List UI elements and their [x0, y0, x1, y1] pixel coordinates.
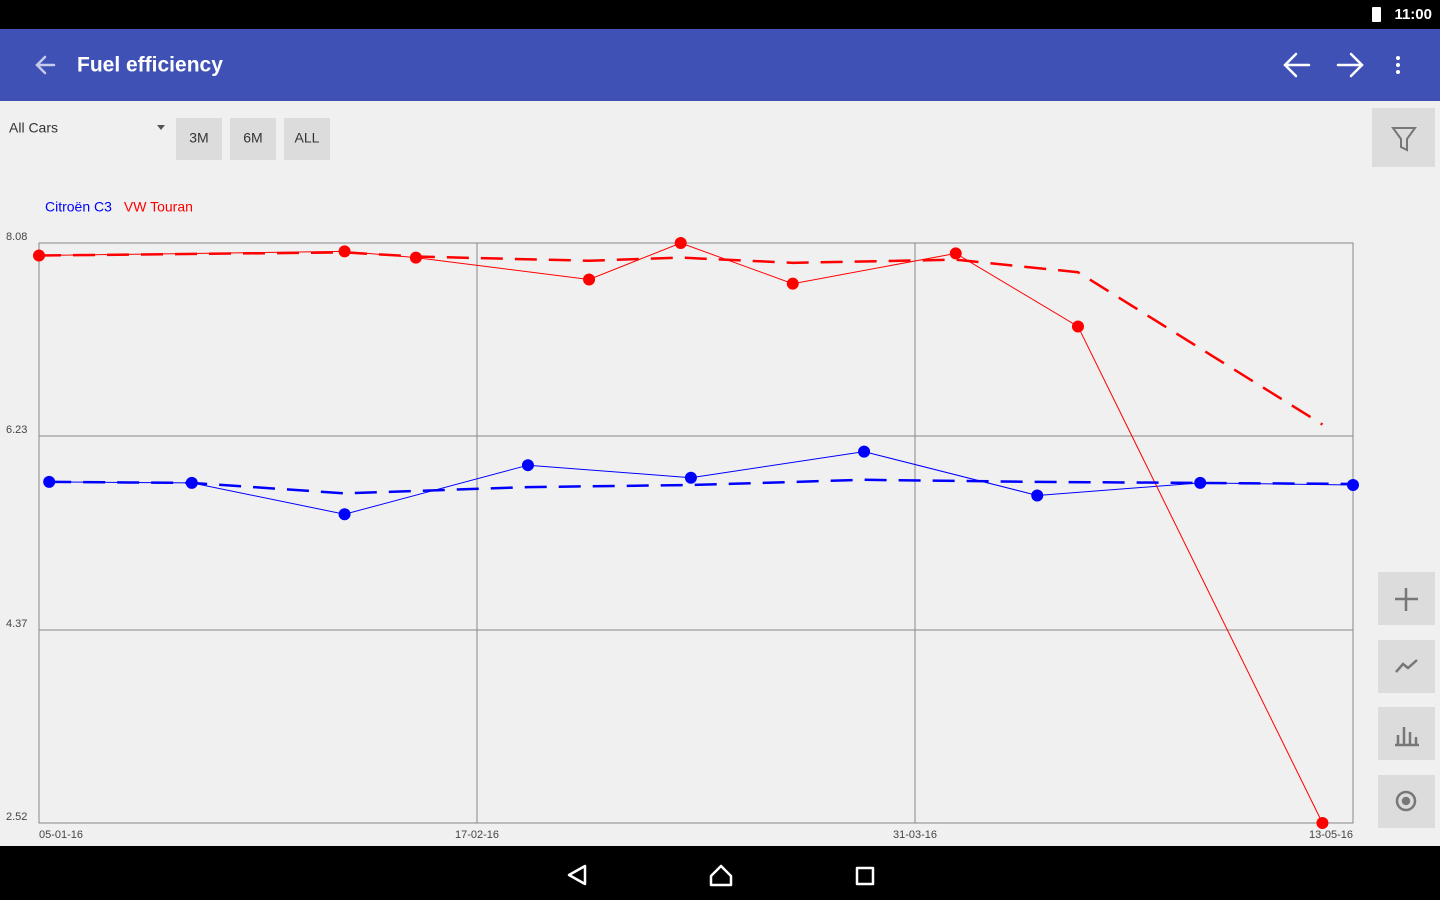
overflow-menu[interactable] — [1396, 56, 1400, 74]
data-point — [33, 249, 45, 262]
data-point — [858, 445, 871, 458]
back-button[interactable] — [35, 55, 56, 75]
trend-line — [38, 251, 1324, 426]
status-bar — [0, 0, 1440, 29]
x-tick-label: 05-01-16 — [39, 829, 83, 841]
data-point — [338, 245, 351, 258]
range-button-label: 6M — [243, 130, 262, 146]
nav-back[interactable] — [567, 864, 587, 886]
data-point — [949, 247, 962, 260]
data-point — [1071, 320, 1084, 333]
y-tick-label: 8.08 — [6, 231, 27, 243]
filter-button[interactable] — [1372, 108, 1435, 167]
battery-icon — [1372, 7, 1381, 22]
filter-icon — [1391, 127, 1417, 152]
range-button[interactable]: 6M — [230, 118, 276, 160]
tool-icons — [1395, 588, 1419, 812]
legend-entry: VW Touran — [124, 199, 193, 215]
navigation-bar — [0, 846, 1440, 900]
range-button-label: 3M — [189, 130, 208, 146]
range-button-bg — [230, 118, 276, 160]
legend-entry: Citroën C3 — [45, 199, 112, 215]
next-button[interactable] — [1336, 52, 1364, 78]
range-button-bg — [284, 118, 330, 160]
clock: 11:00 — [1394, 6, 1432, 23]
x-tick-label: 13-05-16 — [1309, 829, 1353, 841]
toolbar-title: Fuel efficiency — [77, 54, 223, 77]
data-point — [684, 471, 697, 484]
data-point — [1347, 479, 1359, 492]
range-button[interactable]: 3M — [176, 118, 222, 160]
data-point — [1316, 817, 1329, 829]
data-point — [583, 273, 596, 286]
x-tick-label: 17-02-16 — [455, 829, 499, 841]
data-point — [1031, 489, 1044, 502]
data-point — [521, 459, 534, 472]
y-tick-label: 6.23 — [6, 424, 27, 436]
nav-home[interactable] — [709, 864, 733, 887]
range-button[interactable]: ALL — [284, 118, 330, 160]
y-tick-label: 4.37 — [6, 618, 27, 630]
range-button-label: ALL — [295, 130, 320, 146]
data-point — [338, 508, 351, 521]
dropdown-text: All Cars — [9, 120, 58, 136]
car-dropdown[interactable]: All Cars — [9, 120, 165, 136]
bar-chart-button[interactable] — [1378, 707, 1435, 760]
data-point — [1194, 476, 1207, 489]
range-button-bg — [176, 118, 222, 160]
trend-line — [49, 478, 1354, 495]
toolbar — [0, 29, 1440, 101]
dropdown-arrow — [157, 125, 165, 130]
y-tick-label: 2.52 — [6, 811, 27, 823]
nav-recents[interactable] — [855, 866, 875, 886]
data-point — [674, 237, 687, 249]
data-point — [786, 277, 799, 290]
x-tick-label: 31-03-16 — [893, 829, 937, 841]
previous-button[interactable] — [1283, 52, 1311, 78]
chart: 2.52 4.37 6.23 8.08 05-01-16 17-02-16 31-03-16… — [6, 199, 1359, 841]
